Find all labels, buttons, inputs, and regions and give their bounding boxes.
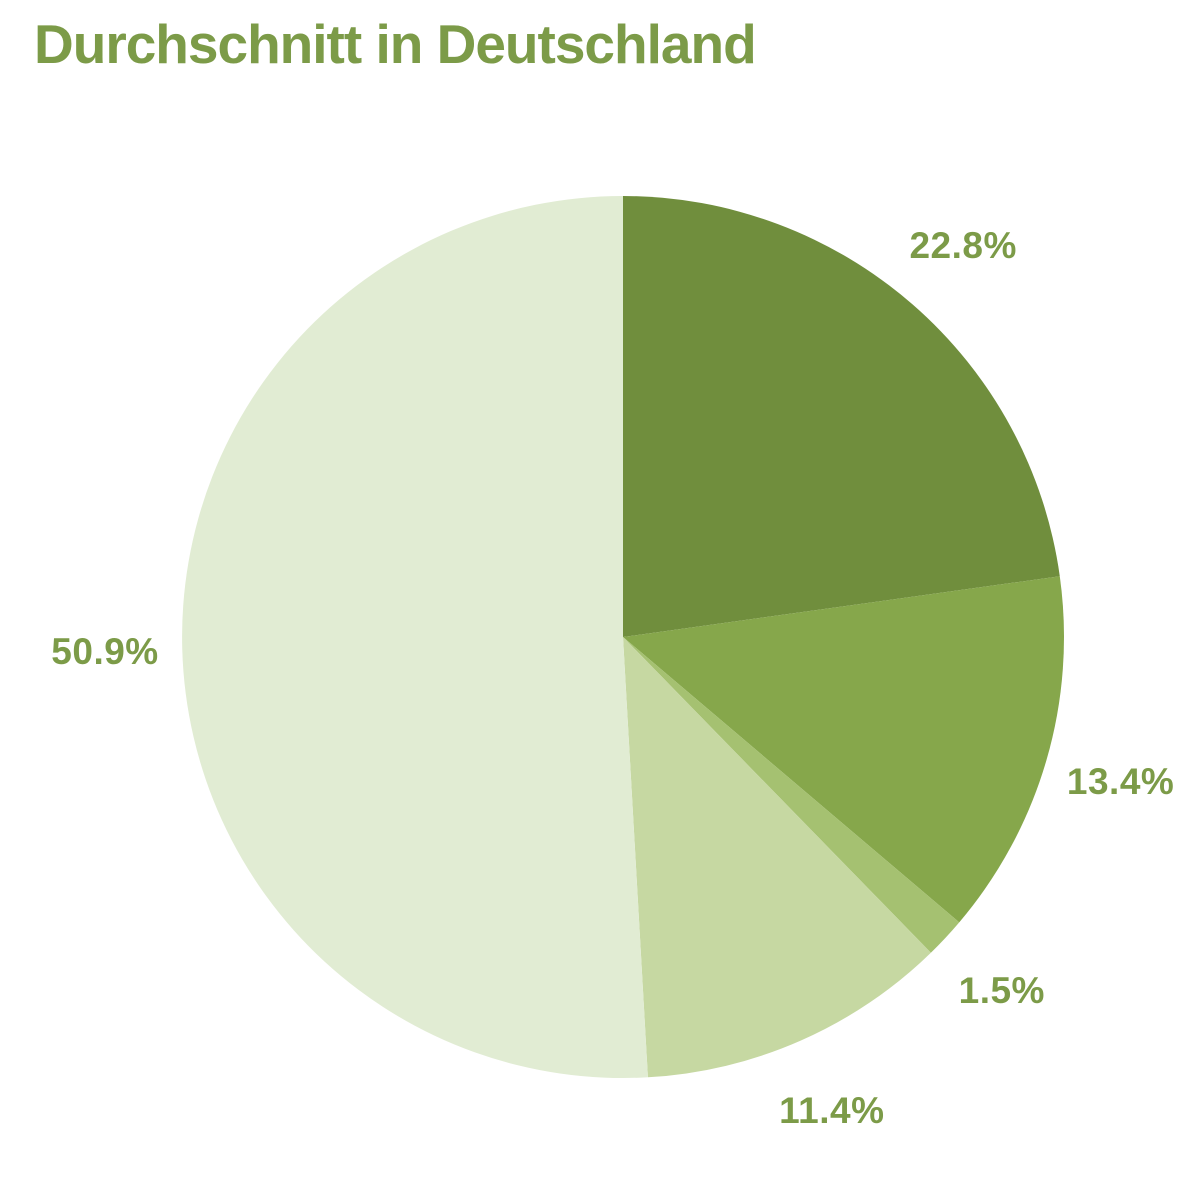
pie-slice-3 bbox=[623, 637, 931, 1078]
slice-label-2: 1.5% bbox=[958, 969, 1045, 1011]
page-title: Durchschnitt in Deutschland bbox=[34, 13, 757, 75]
slice-label-4: 50.9% bbox=[51, 630, 159, 672]
slice-label-0: 22.8% bbox=[909, 225, 1017, 267]
pie-slice-2 bbox=[623, 637, 960, 953]
slice-label-1: 13.4% bbox=[1066, 760, 1175, 802]
pie-slice-4 bbox=[182, 196, 648, 1078]
pie-slice-0 bbox=[623, 196, 1060, 637]
pie-slice-1 bbox=[623, 576, 1064, 923]
slice-label-3: 11.4% bbox=[779, 1090, 885, 1132]
